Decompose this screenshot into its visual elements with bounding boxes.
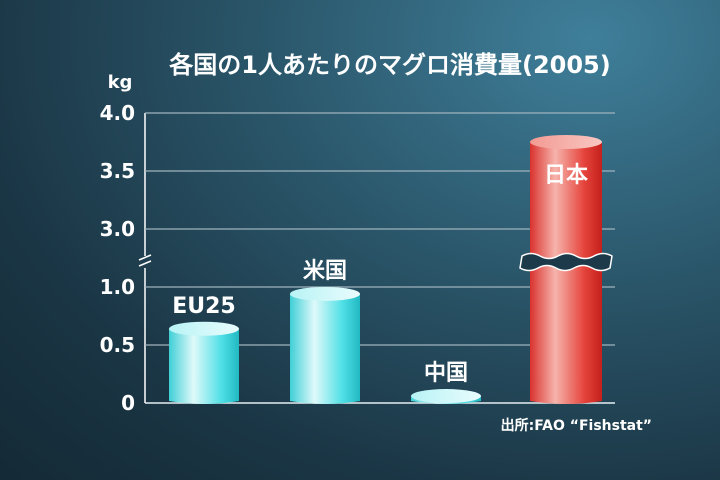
bar-category-label: EU25	[172, 294, 236, 319]
y-tick-label: 0.5	[100, 333, 135, 357]
chart-title: 各国の1人あたりのマグロ消費量(2005)	[168, 51, 610, 79]
y-axis-label: kg	[108, 72, 133, 93]
y-tick-label: 0	[121, 391, 135, 415]
bar-cap	[411, 389, 481, 404]
bar-cap	[290, 286, 360, 301]
y-tick-label: 3.0	[100, 217, 135, 241]
bar	[530, 142, 602, 404]
bar	[290, 293, 360, 404]
y-tick-label: 3.5	[100, 159, 135, 183]
bar-cap	[169, 321, 239, 336]
axis-break-mark	[138, 260, 152, 267]
y-tick-label: 1.0	[100, 275, 135, 299]
source-note: 出所:FAO “Fishstat”	[501, 417, 652, 434]
bar-cap	[530, 135, 602, 149]
bar-category-label: 米国	[303, 259, 347, 284]
bar-category-label: 日本	[544, 163, 588, 188]
y-tick-labels: 0 0.5 1.0 3.0 3.5 4.0	[100, 101, 135, 415]
bar-category-label: 中国	[424, 361, 468, 386]
bars	[169, 135, 613, 404]
bar	[169, 328, 239, 404]
y-tick-label: 4.0	[100, 101, 135, 125]
bar-break-wave	[519, 252, 613, 272]
axis-break-mark	[138, 254, 152, 261]
